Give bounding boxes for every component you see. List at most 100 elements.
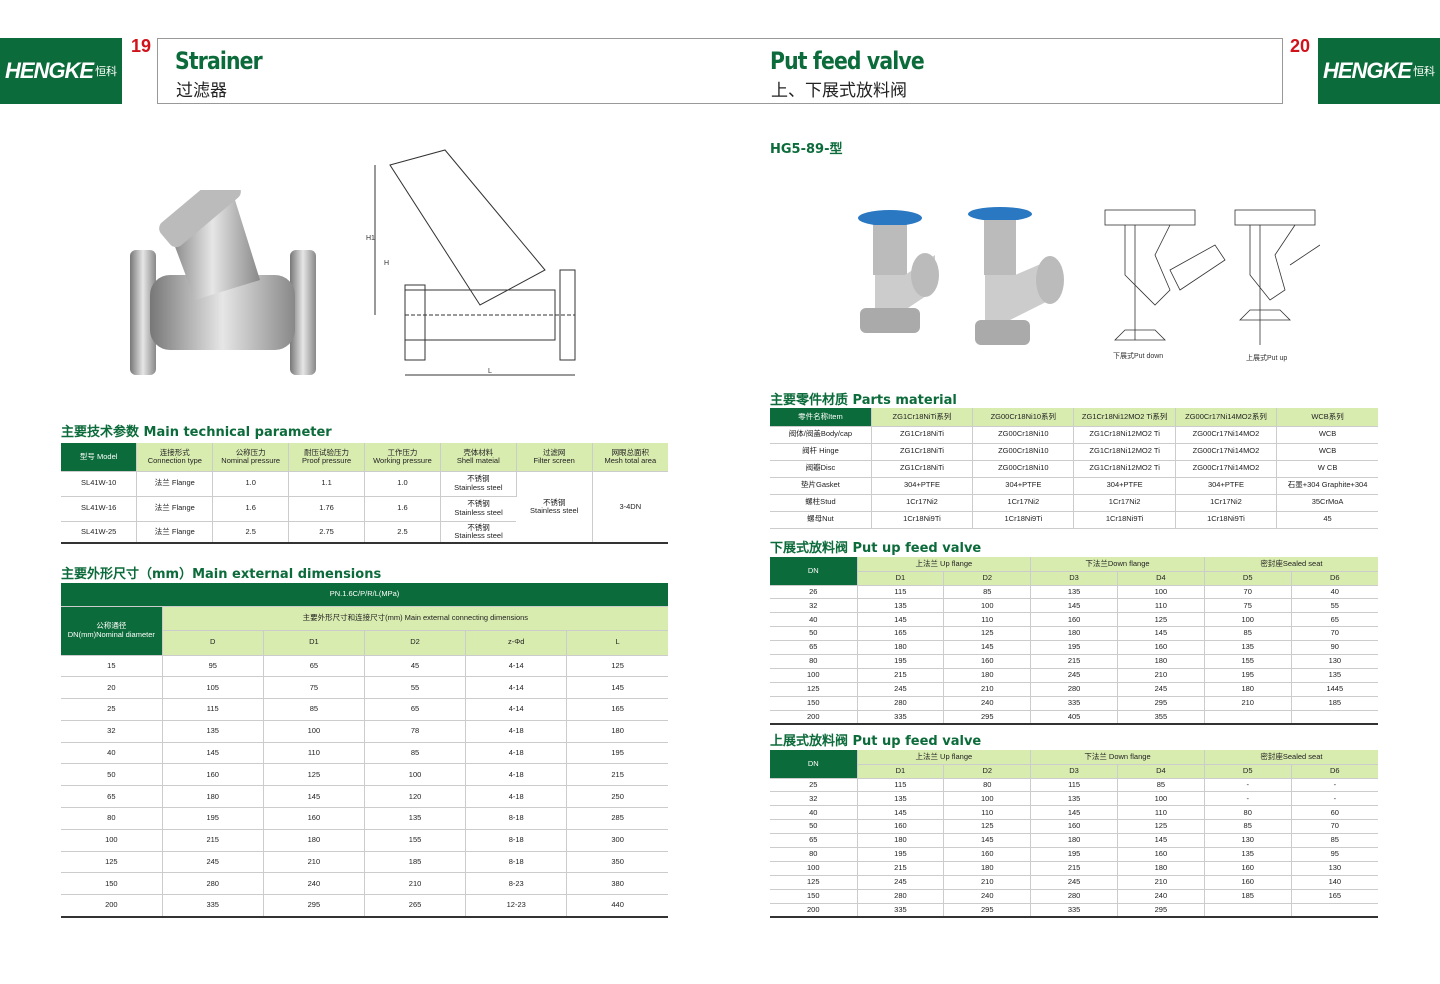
table-row: 65 180 145 195 160 135 90 [770,640,1378,655]
table-cell: 110 [1117,598,1205,614]
table-cell: 100 [770,668,858,683]
table-cell [1291,710,1378,725]
table-cell: 连接形式 Connection type [136,443,214,472]
table-cell: 1Cr18Ni9Ti [972,511,1075,529]
table-cell: 100 [1117,585,1205,600]
header-row: DN 上法兰 Up flange 下法兰Down flange 密封座Sealed s… [770,557,1378,586]
table-cell: 上法兰 Up flange [857,557,1032,572]
table-cell: 70 [1291,626,1378,642]
table-cell: 100 [61,829,163,852]
table-cell: 阀瓣Disc [770,460,872,478]
title-box [157,38,1283,104]
table-cell: 公称通径 DN(mm)Nominal diameter [61,606,163,656]
table-row: 125 245 210 245 210 160 140 [770,875,1378,890]
table-cell: D3 [1030,764,1118,779]
table-cell: 1.6 [212,496,290,522]
table-cell: 不锈钢 Stainless steel [516,471,593,544]
table-row: 200 335 295 405 355 [770,710,1378,725]
table-cell: WCB [1276,426,1378,444]
table-cell: 195 [857,654,945,669]
table-cell: 40 [770,805,858,821]
table-cell: 160 [943,654,1032,669]
table-cell: 壳体材料 Shell mateial [440,443,517,472]
table-cell: ZG00Cr18Ni10系列 [972,408,1075,427]
table-cell: 180 [857,833,945,848]
table-cell [1291,903,1378,918]
table-cell: 215 [566,763,668,787]
table-cell: 215 [1030,861,1118,876]
table-cell: L [566,630,668,656]
table-cell: 50 [770,819,858,835]
table-cell: 1.1 [288,471,365,497]
tech-parameter-table: 型号 Model 连接形式 Connection type 公称压力 Nominal… [61,443,668,544]
dim-label-h1: H1 [366,235,375,242]
table-cell: 70 [1291,819,1378,835]
table-cell: 245 [1030,668,1118,683]
table-cell: 110 [943,612,1032,628]
table-cell: 195 [1030,640,1118,655]
table-cell: 135 [162,720,264,743]
table-cell: 不锈钢 Stainless steel [440,471,517,497]
table-cell: 网眼总面积 Mesh total area [592,443,668,472]
table-cell: 100 [364,763,467,787]
table-cell: 135 [364,807,467,830]
table-cell: 265 [364,894,467,918]
table-cell: 215 [857,861,945,876]
table-cell: 280 [1030,889,1118,904]
table-cell: 100 [263,720,365,743]
table-cell: 40 [61,742,163,765]
brand-logo-left: HENGKE 恒科 [0,38,122,104]
table-cell: 不锈钢 Stainless steel [440,496,517,522]
table-cell: 125 [61,851,163,874]
table-cell: 125 [943,819,1032,835]
table-cell: 耐压试验压力 Proof pressure [288,443,365,472]
table-cell: 195 [857,847,945,862]
table-cell: 195 [566,742,668,765]
table-row: 150 280 240 210 8-23 380 [61,872,668,896]
table-cell: 150 [770,889,858,904]
section-heading-tech: 主要技术参数 Main technical parameter [61,425,332,440]
table-cell: 240 [943,889,1032,904]
table-cell: 110 [943,805,1032,821]
table-cell: 100 [1117,791,1205,807]
table-cell: 85 [364,742,467,765]
table-cell: - [1291,778,1378,793]
table-cell: 115 [857,585,945,600]
table-cell: 180 [1030,833,1118,848]
table-row: 15 95 65 45 4-14 125 [61,655,668,678]
header-row: D1 D2 D3 D4 D5 D6 [770,764,1378,779]
table-cell: 295 [1117,696,1205,711]
table-cell: 180 [1204,682,1292,697]
table-row: 80 195 160 135 8-18 285 [61,807,668,830]
table-cell: 125 [1117,612,1205,628]
table-cell: 45 [364,655,467,678]
section-heading-dims: 主要外形尺寸（mm）Main external dimensions [61,567,382,582]
table-cell: 1445 [1291,682,1378,697]
table-cell: 145 [857,805,945,821]
table-cell: 180 [943,861,1032,876]
table-cell: W CB [1276,460,1378,478]
table-cell: 60 [1291,805,1378,821]
table-cell: ZG00Cr17Ni14MO2 [1175,443,1278,461]
table-cell: 130 [1291,861,1378,876]
table-cell: D [162,630,264,656]
table-cell: 210 [943,682,1032,697]
table-cell: 335 [1030,696,1118,711]
table-cell: 180 [566,720,668,743]
table-cell: 185 [364,851,467,874]
table-cell: 280 [1030,682,1118,697]
table-cell: 185 [1291,696,1378,711]
table-cell: 145 [857,612,945,628]
table-cell: 65 [364,698,467,721]
table-cell: 145 [566,676,668,700]
table-row: 20 105 75 55 4-14 145 [61,676,668,700]
table-cell: 135 [1291,668,1378,683]
table-cell: 215 [162,829,264,852]
section-heading-parts: 主要零件材质 Parts material [770,393,957,408]
table-cell: 20 [61,676,163,700]
table-cell: 85 [1204,626,1292,642]
valve-drawings [1104,209,1320,345]
table-cell: 115 [857,778,945,793]
table-cell: ZG1Cr18NiTi [871,460,974,478]
table-cell: 50 [61,763,163,787]
